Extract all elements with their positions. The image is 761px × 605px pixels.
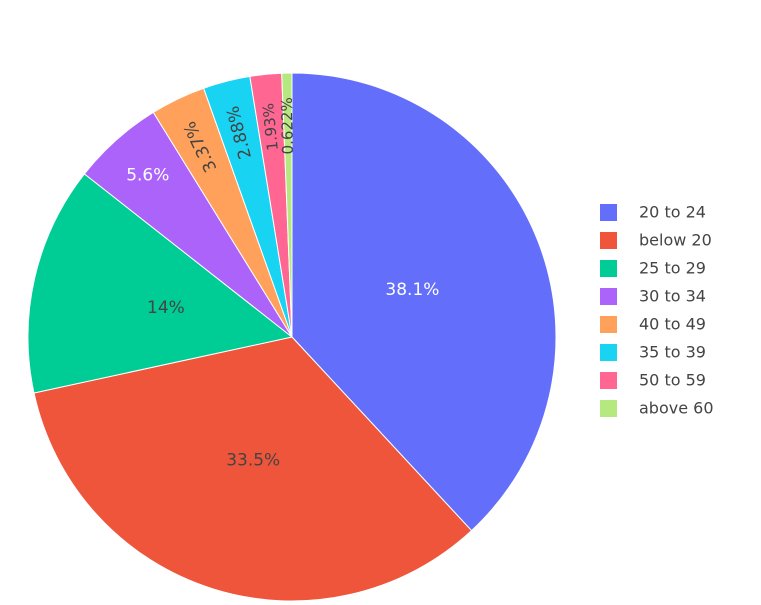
legend-label: 30 to 34	[639, 287, 706, 306]
pie-slice-above-60[interactable]	[281, 72, 293, 338]
legend-label: 25 to 29	[639, 259, 706, 278]
slice-label-25-to-29: 14%	[147, 298, 185, 318]
legend-swatch	[600, 288, 617, 305]
pie-slices	[27, 72, 557, 602]
legend-item-40-to-49[interactable]: 40 to 49	[600, 315, 706, 334]
slice-label-above-60: 0.622%	[278, 97, 297, 155]
legend-swatch	[600, 260, 617, 277]
legend-swatch	[600, 400, 617, 417]
legend-swatch	[600, 344, 617, 361]
legend-item-below-20[interactable]: below 20	[600, 231, 712, 250]
legend-swatch	[600, 232, 617, 249]
slice-label-50-to-59: 1.93%	[259, 102, 282, 151]
legend-item-50-to-59[interactable]: 50 to 59	[600, 371, 706, 390]
legend-item-25-to-29[interactable]: 25 to 29	[600, 259, 706, 278]
pie-slice-20-to-24[interactable]	[291, 72, 557, 532]
legend-label: 50 to 59	[639, 371, 706, 390]
legend-item-20-to-24[interactable]: 20 to 24	[600, 203, 706, 222]
slice-label-below-20: 33.5%	[226, 450, 280, 470]
legend-item-above-60[interactable]: above 60	[600, 399, 714, 418]
legend-item-30-to-34[interactable]: 30 to 34	[600, 287, 706, 306]
legend-item-35-to-39[interactable]: 35 to 39	[600, 343, 706, 362]
legend-label: 40 to 49	[639, 315, 706, 334]
slice-labels: 38.1%33.5%14%5.6%3.37% 2.88% 1.93%0.622%	[126, 97, 439, 470]
pie-slice-25-to-29[interactable]	[27, 173, 294, 394]
pie-slice-below-20[interactable]	[33, 336, 473, 602]
legend-swatch	[600, 372, 617, 389]
legend-label: above 60	[639, 399, 714, 418]
legend-swatch	[600, 204, 617, 221]
legend-swatch	[600, 316, 617, 333]
legend: 20 to 24 below 20 25 to 29 30 to 34 40 to 49…	[600, 203, 714, 418]
legend-label: 20 to 24	[639, 203, 706, 222]
legend-label: below 20	[639, 231, 712, 250]
slice-label-20-to-24: 38.1%	[385, 280, 439, 300]
legend-label: 35 to 39	[639, 343, 706, 362]
slice-label-30-to-34: 5.6%	[126, 166, 169, 186]
